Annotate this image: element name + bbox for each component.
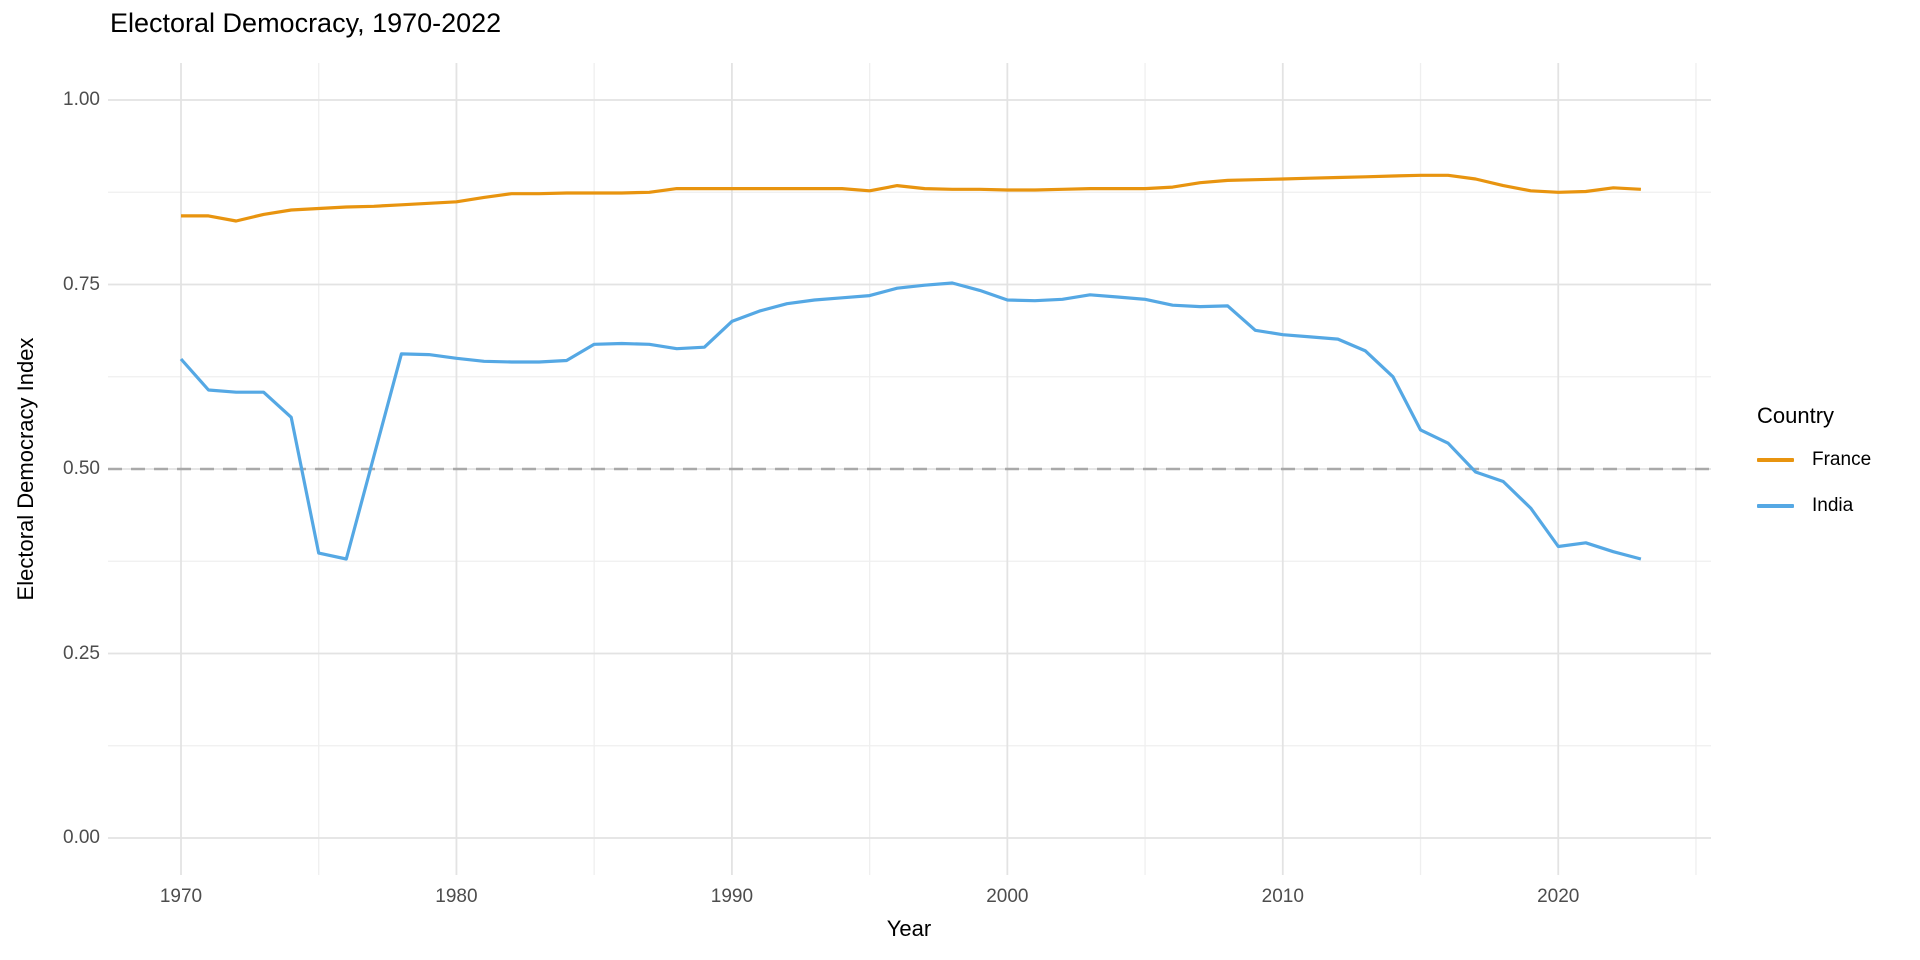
y-tick-label: 0.00 xyxy=(63,827,100,848)
india-line-swatch xyxy=(1757,504,1794,508)
legend-item-france: France xyxy=(1757,449,1871,471)
series-line-india xyxy=(179,281,1642,561)
y-tick-label: 0.25 xyxy=(63,642,100,664)
legend-title: Country xyxy=(1757,403,1835,428)
x-tick-label: 2020 xyxy=(1537,886,1580,907)
legend-label-france: France xyxy=(1812,449,1872,470)
x-tick-label: 1990 xyxy=(710,886,754,907)
chart-title: Electoral Democracy, 1970-2022 xyxy=(110,8,502,38)
legend-label-india: India xyxy=(1812,495,1854,516)
x-tick-label: 2000 xyxy=(986,886,1029,907)
y-tick-label: 1.00 xyxy=(63,89,100,110)
x-axis-title: Year xyxy=(886,916,932,941)
x-tick-label: 1980 xyxy=(435,886,478,907)
y-tick-label: 0.75 xyxy=(63,273,100,295)
y-tick-label: 0.50 xyxy=(63,458,100,479)
legend-item-india: India xyxy=(1757,495,1871,517)
x-tick-label: 1970 xyxy=(159,886,203,907)
france-line-swatch xyxy=(1757,458,1794,462)
x-tick-label: 2010 xyxy=(1261,886,1304,907)
series-line-france xyxy=(181,173,1641,223)
legend: Country France India xyxy=(1757,403,1871,541)
